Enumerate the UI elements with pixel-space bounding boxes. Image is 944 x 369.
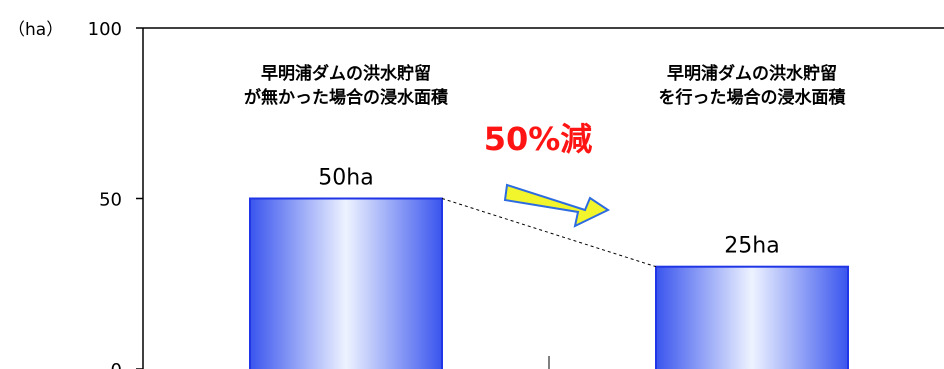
y-tick-label-2: 100 — [88, 19, 122, 40]
category-label-0-line-1: が無かった場合の浸水面積 — [244, 87, 449, 108]
y-axis-ticks: 0 50 100 — [88, 19, 143, 369]
category-label-1-line-0: 早明浦ダムの洪水貯留 — [667, 63, 837, 84]
y-axis-unit-label: （ha） — [8, 20, 63, 40]
bars — [249, 197, 849, 369]
category-label-1: 早明浦ダムの洪水貯留を行った場合の浸水面積 — [659, 63, 847, 108]
bar-0 — [249, 197, 443, 369]
reduction-annotation: 50%減 — [484, 120, 593, 158]
value-label-0: 50ha — [318, 166, 373, 191]
category-label-1-line-1: を行った場合の浸水面積 — [659, 87, 847, 108]
connector-line — [441, 198, 657, 268]
right-arrow-icon — [503, 183, 611, 228]
bar-1 — [655, 265, 849, 369]
y-tick-label-1: 50 — [99, 190, 122, 211]
category-label-0: 早明浦ダムの洪水貯留が無かった場合の浸水面積 — [244, 63, 449, 108]
value-label-1: 25ha — [724, 234, 779, 259]
category-label-0-line-0: 早明浦ダムの洪水貯留 — [261, 63, 431, 84]
y-tick-label-0: 0 — [111, 360, 122, 369]
